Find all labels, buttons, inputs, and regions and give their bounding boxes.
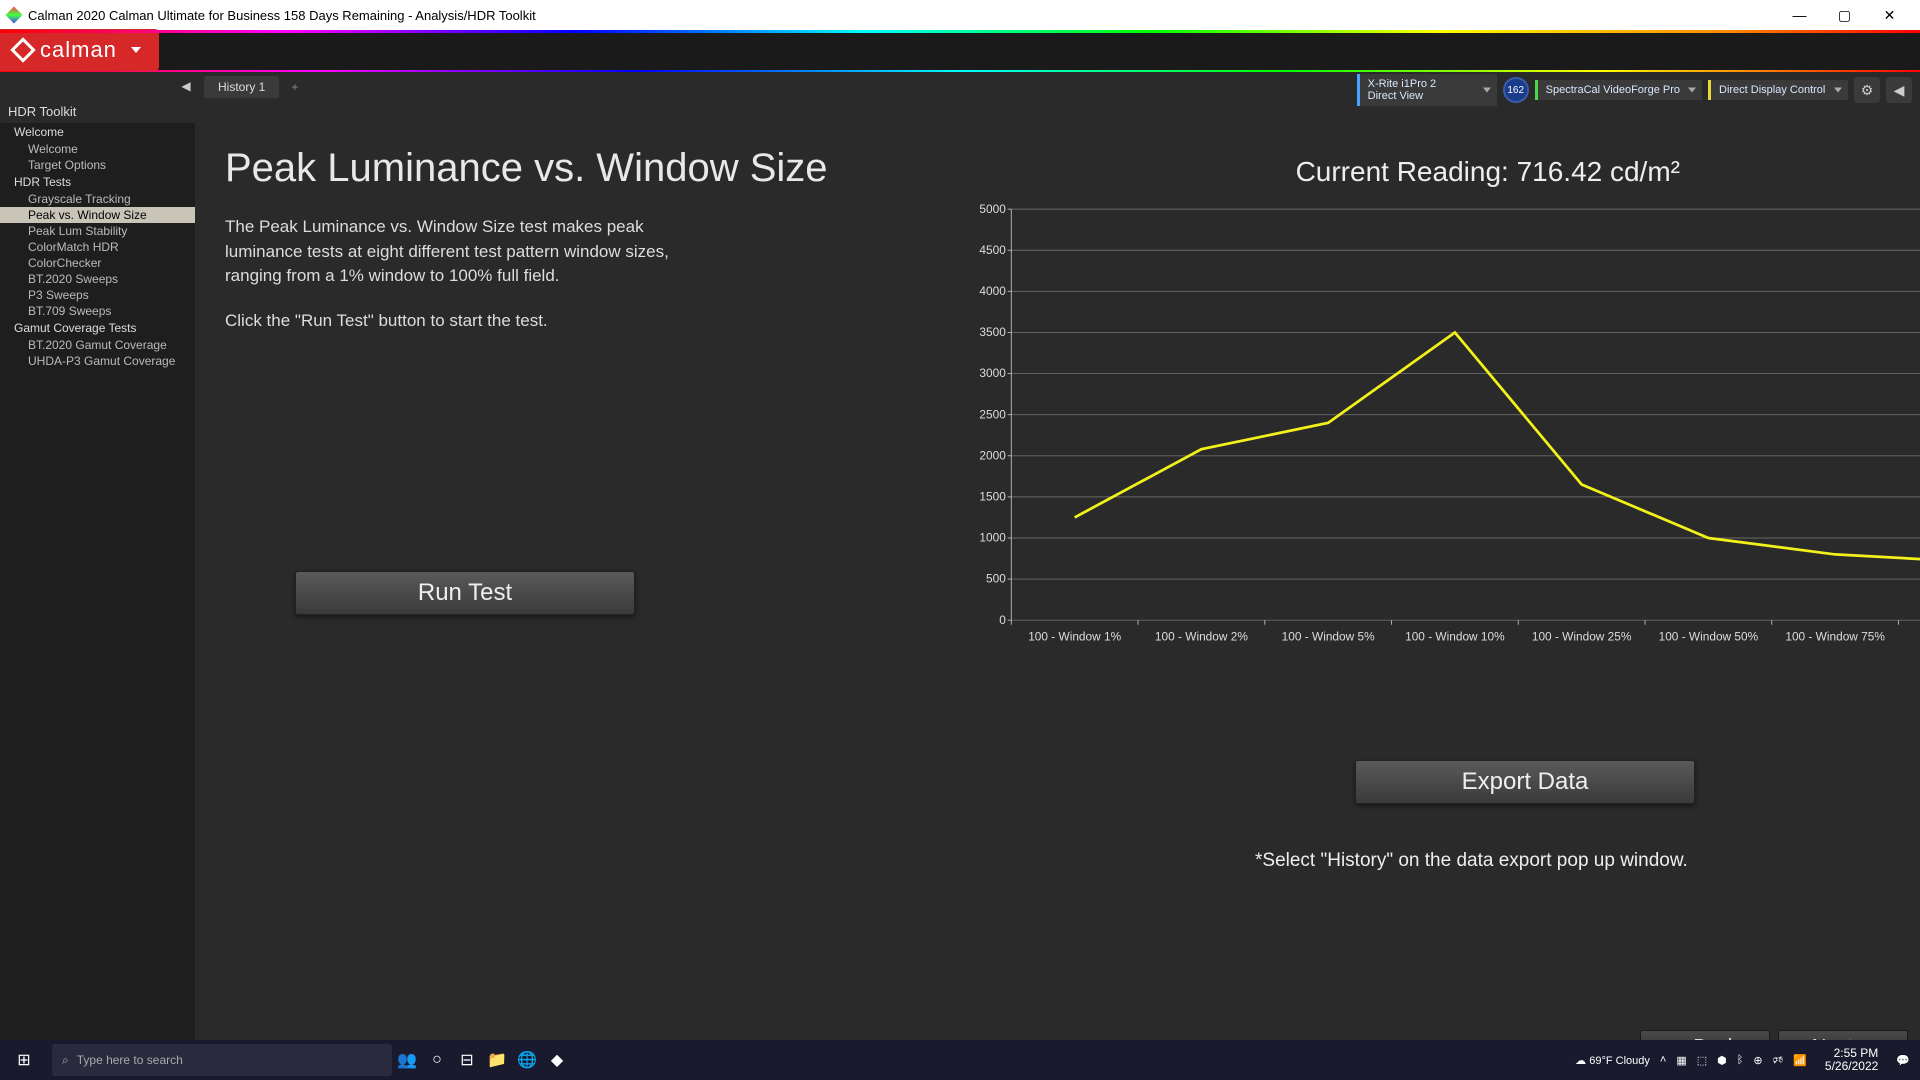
svg-text:3000: 3000 [979, 366, 1006, 380]
svg-text:1000: 1000 [979, 531, 1006, 545]
chevron-down-icon [131, 47, 141, 53]
display-label: Direct Display Control [1719, 84, 1826, 96]
page-instruction: Click the "Run Test" button to start the… [225, 311, 685, 331]
svg-text:100 - Window 5%: 100 - Window 5% [1282, 629, 1375, 643]
start-button[interactable]: ⊞ [0, 1040, 48, 1080]
svg-text:4000: 4000 [979, 284, 1006, 298]
sidebar-root: HDR Toolkit [0, 100, 195, 123]
search-placeholder: Type here to search [77, 1053, 183, 1067]
sidebar-item[interactable]: Peak vs. Window Size [0, 207, 195, 223]
run-test-button[interactable]: Run Test [295, 571, 635, 615]
sidebar-group[interactable]: Gamut Coverage Tests [0, 319, 195, 337]
tray-icon[interactable]: ⊕ [1753, 1054, 1762, 1067]
maximize-button[interactable]: ▢ [1822, 0, 1867, 30]
page-description: The Peak Luminance vs. Window Size test … [225, 215, 685, 289]
luminance-chart: 0 500 1000 1500 2000 2500 3000 3500 4000 4500 5000… [915, 200, 1920, 675]
svg-text:0: 0 [999, 613, 1006, 627]
sidebar-collapse-button[interactable]: ◀ [176, 76, 196, 96]
system-tray[interactable]: ☁ 69°F Cloudy ˄ ▦ ⬚ ⬢ ᛒ ⊕ 🕫 📶 2:55 PM 5/… [1575, 1047, 1920, 1073]
svg-text:100 - Window 10%: 100 - Window 10% [1405, 629, 1505, 643]
wifi-icon[interactable]: 📶 [1793, 1054, 1807, 1067]
svg-text:2500: 2500 [979, 407, 1006, 421]
taskbar-clock[interactable]: 2:55 PM 5/26/2022 [1817, 1047, 1886, 1073]
app-topbar: calman [0, 30, 1920, 72]
display-selector[interactable]: Direct Display Control [1708, 80, 1848, 100]
svg-text:100 - Window 2%: 100 - Window 2% [1155, 629, 1248, 643]
sidebar-group[interactable]: HDR Tests [0, 173, 195, 191]
sidebar-item[interactable]: UHDA-P3 Gamut Coverage [0, 353, 195, 369]
tab-add-button[interactable]: + [283, 76, 306, 98]
logo-text: calman [40, 37, 117, 63]
sidebar-item[interactable]: BT.2020 Sweeps [0, 271, 195, 287]
svg-text:100 - Window 1%: 100 - Window 1% [1028, 629, 1121, 643]
sidebar-item[interactable]: Target Options [0, 157, 195, 173]
sidebar-item[interactable]: Peak Lum Stability [0, 223, 195, 239]
notifications-icon[interactable]: 💬 [1896, 1054, 1910, 1067]
file-explorer-icon[interactable]: 📁 [482, 1040, 512, 1080]
calman-taskbar-icon[interactable]: ◆ [542, 1040, 572, 1080]
network-icon[interactable]: 🕫 [1773, 1051, 1784, 1070]
tray-icon[interactable]: ⬚ [1697, 1054, 1707, 1067]
tab-history-1[interactable]: History 1 [204, 76, 279, 98]
sidebar-item[interactable]: ColorChecker [0, 255, 195, 271]
chevron-down-icon [1688, 88, 1696, 93]
chevron-down-icon [1834, 88, 1842, 93]
tray-icon[interactable]: ⬢ [1717, 1054, 1727, 1067]
tray-chevron-icon[interactable]: ˄ [1660, 1054, 1666, 1066]
windows-taskbar: ⊞ ⌕ Type here to search 👥 ○ ⊟ 📁 🌐 ◆ ☁ 69… [0, 1040, 1920, 1080]
svg-text:1500: 1500 [979, 490, 1006, 504]
svg-text:2000: 2000 [979, 448, 1006, 462]
sidebar-item[interactable]: P3 Sweeps [0, 287, 195, 303]
svg-text:100 - Window 25%: 100 - Window 25% [1532, 629, 1632, 643]
sidebar-group[interactable]: Welcome [0, 123, 195, 141]
current-reading: Current Reading: 716.42 cd/m² [1296, 156, 1680, 188]
source-selector[interactable]: SpectraCal VideoForge Pro [1535, 80, 1702, 100]
sidebar-item[interactable]: BT.2020 Gamut Coverage [0, 337, 195, 353]
window-title: Calman 2020 Calman Ultimate for Business… [28, 8, 536, 23]
svg-text:100 - Window 75%: 100 - Window 75% [1785, 629, 1885, 643]
main-content: Peak Luminance vs. Window Size Current R… [195, 100, 1920, 1068]
taskbar-people-icon[interactable]: 👥 [392, 1040, 422, 1080]
sidebar-item[interactable]: Grayscale Tracking [0, 191, 195, 207]
cortana-icon[interactable]: ○ [422, 1040, 452, 1080]
weather-widget[interactable]: ☁ 69°F Cloudy [1575, 1054, 1650, 1067]
logo-menu[interactable]: calman [0, 29, 159, 71]
search-icon: ⌕ [62, 1053, 69, 1068]
tab-strip: ◀ History 1 + X-Rite i1Pro 2 Direct View… [0, 72, 1920, 100]
svg-text:3500: 3500 [979, 325, 1006, 339]
sidebar-item[interactable]: ColorMatch HDR [0, 239, 195, 255]
tray-icon[interactable]: ▦ [1676, 1054, 1686, 1067]
sidebar: HDR Toolkit WelcomeWelcomeTarget Options… [0, 100, 195, 1068]
os-titlebar: Calman 2020 Calman Ultimate for Business… [0, 0, 1920, 30]
bluetooth-icon[interactable]: ᛒ [1737, 1054, 1744, 1066]
sidebar-item[interactable]: BT.709 Sweeps [0, 303, 195, 319]
source-label: SpectraCal VideoForge Pro [1546, 84, 1680, 96]
task-view-icon[interactable]: ⊟ [452, 1040, 482, 1080]
meter-line1: X-Rite i1Pro 2 [1368, 78, 1475, 90]
app-icon [6, 7, 23, 24]
sidebar-item[interactable]: Welcome [0, 141, 195, 157]
taskbar-search[interactable]: ⌕ Type here to search [52, 1044, 392, 1076]
svg-text:500: 500 [986, 572, 1006, 586]
chevron-down-icon [1483, 88, 1491, 93]
svg-text:5000: 5000 [979, 202, 1006, 216]
minimize-button[interactable]: — [1777, 0, 1822, 30]
edge-icon[interactable]: 🌐 [512, 1040, 542, 1080]
svg-text:100 - Window 50%: 100 - Window 50% [1659, 629, 1759, 643]
export-data-button[interactable]: Export Data [1355, 760, 1695, 804]
export-note: *Select "History" on the data export pop… [1255, 850, 1688, 872]
close-button[interactable]: ✕ [1867, 0, 1912, 30]
svg-text:4500: 4500 [979, 243, 1006, 257]
logo-icon [10, 37, 35, 62]
